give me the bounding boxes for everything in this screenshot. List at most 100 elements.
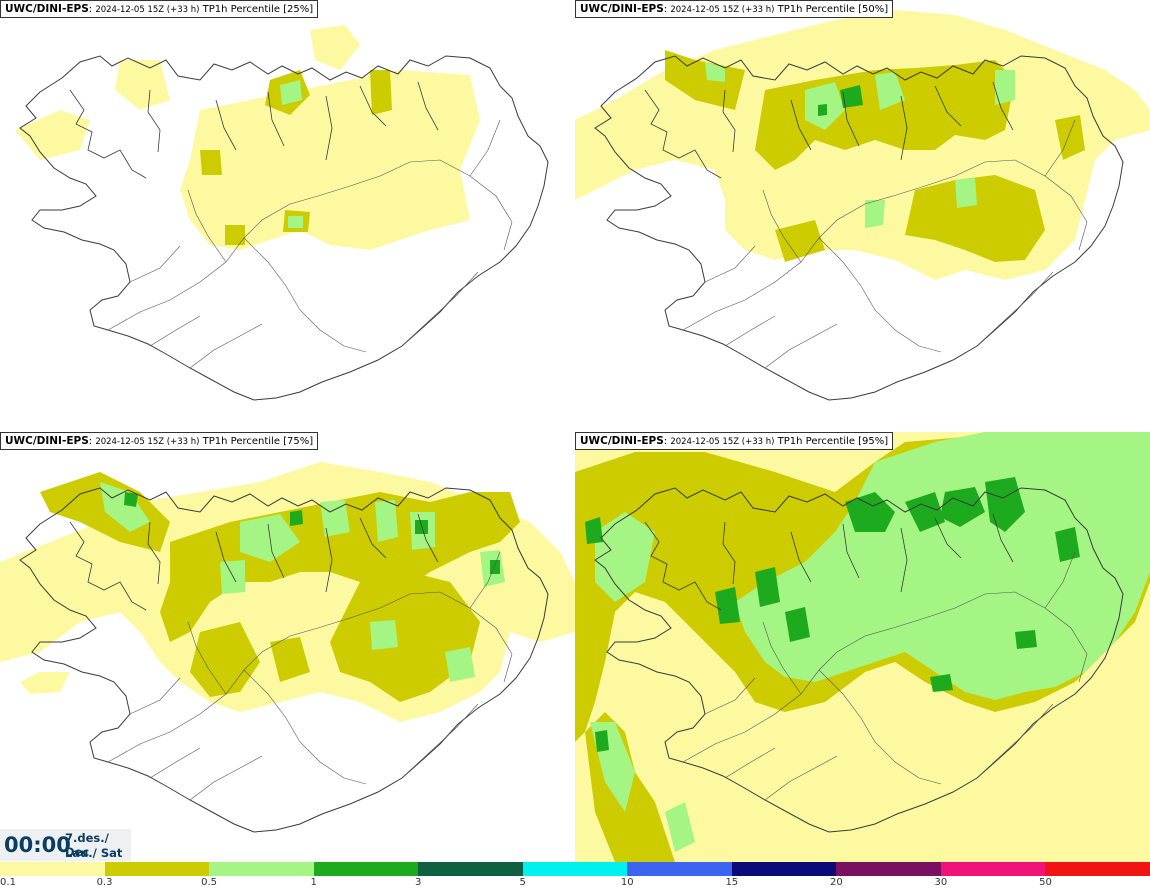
product-name: TP1h Percentile [25%] bbox=[202, 4, 314, 15]
fjord-lines bbox=[69, 81, 439, 179]
fjord-lines bbox=[644, 81, 1014, 179]
precip-contour-green bbox=[1055, 527, 1080, 562]
colorbar-tick-label: 5 bbox=[519, 877, 526, 888]
colorbar-swatch bbox=[418, 862, 523, 876]
precip-contour-green bbox=[840, 85, 863, 108]
precip-contour-lime bbox=[875, 72, 905, 110]
precip-contour-green bbox=[595, 730, 609, 752]
precip-contour-light bbox=[15, 110, 90, 160]
colorbar-swatch bbox=[0, 862, 105, 876]
model-name: UWC/DINI-EPS bbox=[5, 435, 89, 447]
model-name: UWC/DINI-EPS bbox=[5, 3, 89, 15]
colorbar-tick-label: 15 bbox=[725, 877, 739, 888]
precip-contour-green bbox=[585, 517, 603, 544]
precip-contour-mid bbox=[1055, 115, 1085, 160]
precip-contour-green bbox=[490, 560, 500, 574]
panel-title: UWC/DINI-EPS: 2024-12-05 15Z (+33 h) TP1… bbox=[0, 0, 319, 18]
iceland-outline bbox=[19, 487, 549, 833]
colorbar-tick-label: 1 bbox=[310, 877, 317, 888]
precip-contour-green bbox=[1015, 630, 1037, 649]
run-time: 2024-12-05 15Z (+33 h) bbox=[670, 5, 775, 15]
precip-contour-green bbox=[755, 567, 780, 607]
precip-contour-green bbox=[930, 674, 953, 692]
precip-contour-mid bbox=[775, 220, 825, 262]
colorbar-tick-label: 3 bbox=[414, 877, 422, 888]
colorbar-tick-label: 10 bbox=[620, 877, 634, 888]
colorbar-swatch bbox=[104, 862, 210, 876]
iceland-outline bbox=[594, 487, 1124, 833]
precip-map bbox=[15, 25, 549, 401]
panel-title: UWC/DINI-EPS: 2024-12-05 15Z (+33 h) TP1… bbox=[575, 432, 894, 450]
precip-contour-light bbox=[180, 70, 480, 250]
precip-contour-mid bbox=[200, 150, 222, 175]
precip-contour-lime bbox=[220, 560, 245, 594]
colorbar-swatch bbox=[209, 862, 314, 876]
colorbar-tick-label: 0.5 bbox=[201, 877, 218, 888]
precip-contour-lime bbox=[955, 178, 977, 208]
colorbar-swatch bbox=[313, 862, 419, 876]
precip-contour-mid bbox=[665, 50, 745, 110]
precip-fill bbox=[575, 432, 1150, 862]
precip-contour-lime bbox=[288, 216, 303, 228]
road-lines bbox=[682, 119, 1088, 369]
precip-contour-green bbox=[940, 487, 985, 527]
precip-contour-green bbox=[124, 492, 138, 507]
coastline bbox=[594, 487, 1124, 833]
coastline bbox=[19, 55, 549, 401]
valid-time-box: 00:00 7.des./ Dec Lau./ Sat bbox=[0, 829, 131, 861]
precip-contour-lime bbox=[320, 500, 350, 537]
precip-contour-lime bbox=[375, 500, 398, 542]
precip-contour-lime bbox=[735, 432, 1150, 700]
precip-contour-lime bbox=[865, 200, 885, 228]
precip-contour-green bbox=[290, 510, 303, 526]
panel-title: UWC/DINI-EPS: 2024-12-05 15Z (+33 h) TP1… bbox=[575, 0, 894, 18]
precip-map bbox=[575, 10, 1150, 401]
precip-contour-green bbox=[415, 520, 428, 534]
colorbar-swatch bbox=[522, 862, 628, 876]
model-name: UWC/DINI-EPS bbox=[580, 435, 664, 447]
precip-map bbox=[0, 462, 575, 833]
panel-title: UWC/DINI-EPS: 2024-12-05 15Z (+33 h) TP1… bbox=[0, 432, 319, 450]
precip-contour-lime bbox=[665, 802, 695, 852]
road-lines bbox=[682, 551, 1088, 801]
precip-contour-light bbox=[310, 25, 360, 70]
colorbar-ticks: 0.1 0.3 0.5 1 3 5 10 15 20 30 50 bbox=[0, 877, 1150, 891]
precip-fill bbox=[575, 10, 1150, 280]
precip-contour-light bbox=[115, 60, 170, 110]
colorbar-tick-label: 0.3 bbox=[96, 877, 113, 888]
map-panel-p50: UWC/DINI-EPS: 2024-12-05 15Z (+33 h) TP1… bbox=[575, 0, 1150, 430]
precip-contour-lime bbox=[995, 70, 1015, 105]
fjord-lines bbox=[644, 513, 1014, 611]
precip-contour-light bbox=[20, 672, 70, 694]
coastline bbox=[19, 487, 549, 833]
precip-contour-green bbox=[715, 587, 740, 624]
precip-contour-mid bbox=[370, 70, 392, 115]
precip-contour-lime bbox=[595, 512, 655, 602]
precip-contour-mid bbox=[330, 572, 480, 702]
colorbar-swatch bbox=[940, 862, 1046, 876]
colorbar-swatch bbox=[627, 862, 732, 876]
valid-time-clock: 00:00 bbox=[4, 833, 71, 857]
precip-contour-mid bbox=[190, 622, 260, 697]
run-time: 2024-12-05 15Z (+33 h) bbox=[95, 5, 200, 15]
precip-contour-lime bbox=[705, 62, 725, 82]
colorbar-tick-label: 30 bbox=[934, 877, 948, 888]
run-time: 2024-12-05 15Z (+33 h) bbox=[95, 437, 200, 447]
precip-contour-green bbox=[818, 104, 827, 116]
coastline bbox=[594, 55, 1124, 401]
valid-day: Lau./ Sat bbox=[65, 846, 123, 860]
colorbar-swatch bbox=[1045, 862, 1150, 876]
iceland-outline bbox=[19, 55, 549, 401]
precip-contour-green bbox=[905, 492, 945, 532]
precip-contour-mid bbox=[905, 175, 1045, 262]
precip-contour-mid bbox=[270, 637, 310, 682]
valid-date: 7.des./ Dec bbox=[65, 831, 109, 859]
precip-fill bbox=[0, 462, 575, 722]
map-panel-p75: UWC/DINI-EPS: 2024-12-05 15Z (+33 h) TP1… bbox=[0, 432, 575, 862]
fjord-lines bbox=[69, 513, 439, 611]
iceland-outline bbox=[594, 55, 1124, 401]
road-lines bbox=[107, 551, 513, 801]
precip-contour-green bbox=[785, 607, 810, 642]
precip-fill bbox=[15, 25, 480, 250]
precip-map bbox=[575, 432, 1150, 862]
